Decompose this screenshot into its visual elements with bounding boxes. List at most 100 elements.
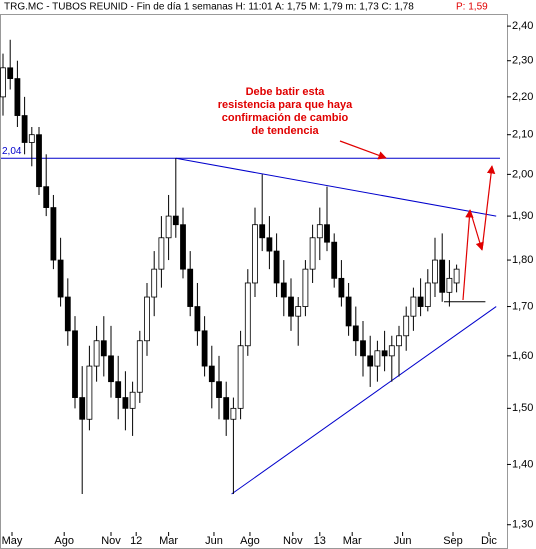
candle-body — [93, 340, 100, 367]
y-tick-label: 2,40 — [512, 20, 533, 32]
level-label: 2,04 — [2, 146, 22, 157]
x-tick-label: Nov — [283, 535, 303, 547]
candle-body — [374, 350, 381, 367]
candle-body — [72, 330, 78, 398]
x-tick-label: Nov — [101, 535, 121, 547]
candle-body — [266, 237, 273, 252]
candle-body — [144, 296, 150, 342]
candle-body — [309, 237, 316, 270]
y-tick-label: 1,80 — [512, 254, 533, 266]
candle-body — [43, 186, 50, 208]
candle-body — [252, 224, 258, 284]
trendline — [231, 306, 497, 495]
x-tick-label: 13 — [314, 535, 326, 547]
candle-body — [208, 365, 215, 383]
candle-body — [345, 296, 352, 327]
candle-body — [381, 350, 388, 357]
candle-body — [360, 340, 366, 357]
candle-body — [324, 224, 330, 243]
x-tick-label: Mar — [343, 535, 362, 547]
candle-body — [223, 397, 230, 420]
annotation-line: resistencia para que haya — [218, 99, 353, 111]
candle-body — [331, 241, 338, 279]
title-price: P: 1,59 — [456, 2, 488, 13]
candle-body — [288, 296, 294, 317]
candle-body — [338, 277, 345, 298]
x-tick-label: Jun — [205, 535, 223, 547]
annotation-line: confirmación de cambio — [222, 112, 349, 124]
candle-body — [57, 259, 64, 298]
x-tick-label: Mar — [159, 535, 178, 547]
candle-body — [295, 306, 302, 317]
candle-body — [100, 340, 107, 357]
annotation-line: de tendencia — [251, 125, 319, 137]
candle-body — [396, 335, 402, 347]
red-arrows — [339, 140, 496, 301]
candle-body — [403, 315, 410, 337]
candle-body — [446, 277, 453, 293]
candle-body — [136, 340, 143, 393]
x-tick-label: Jun — [394, 535, 412, 547]
candle-body — [259, 224, 266, 239]
candle-body — [36, 134, 42, 188]
annotation-line: Debe batir esta — [246, 86, 326, 98]
candle-body — [453, 268, 460, 284]
y-tick-label: 1,50 — [512, 402, 533, 414]
arrow — [339, 140, 387, 160]
arrow — [481, 165, 496, 251]
candle-body — [129, 391, 136, 409]
y-tick-label: 2,10 — [512, 129, 533, 141]
candle-body — [367, 355, 374, 367]
trendline — [175, 157, 497, 217]
candle-body — [216, 381, 222, 398]
candle-body — [165, 215, 172, 239]
candle-body — [432, 259, 438, 284]
y-tick-label: 1,90 — [512, 210, 533, 222]
x-tick-label: Ago — [54, 535, 74, 547]
candle-body — [79, 397, 86, 420]
candle-body — [410, 296, 417, 317]
candle-body — [388, 345, 395, 357]
candle-body — [201, 330, 208, 367]
candle-body — [302, 268, 309, 307]
candle-body — [108, 355, 114, 383]
y-tick-label: 2,00 — [512, 168, 533, 180]
candle-body — [273, 250, 280, 284]
x-tick-label: Dic — [481, 535, 497, 547]
candle-body — [352, 325, 359, 342]
candle-body — [180, 224, 186, 270]
candle-body — [151, 268, 158, 298]
x-tick-label: May — [2, 535, 23, 547]
arrow — [469, 209, 484, 251]
candle-body — [158, 237, 165, 270]
candle-body — [439, 259, 446, 293]
candle-body — [21, 115, 28, 143]
y-tick-label: 2,30 — [512, 55, 533, 67]
candle-body — [7, 67, 14, 79]
candle-body — [50, 207, 57, 261]
annotation: Debe batir esta resistencia para que hay… — [218, 86, 353, 137]
candle-body — [424, 282, 431, 307]
candle-body — [230, 407, 237, 420]
candle-body — [187, 268, 194, 307]
y-tick-label: 1,30 — [512, 519, 533, 531]
candle-body — [122, 397, 129, 409]
candle-body — [14, 78, 21, 116]
candle-body — [244, 282, 251, 347]
y-tick-label: 1,70 — [512, 300, 533, 312]
candle-body — [28, 134, 35, 143]
x-tick-label: 12 — [130, 535, 142, 547]
candle-body — [316, 224, 323, 239]
y-tick-label: 2,20 — [512, 91, 533, 103]
candle-body — [172, 215, 179, 226]
x-tick-label: Sep — [443, 535, 463, 547]
candle-body — [194, 306, 201, 332]
candle-body — [64, 296, 71, 332]
candle-body — [237, 345, 244, 409]
arrow — [462, 209, 474, 301]
candle-body — [0, 67, 6, 98]
candle-body — [115, 381, 122, 398]
chart-title: TRG.MC - TUBOS REUNID - Fin de día 1 sem… — [4, 2, 414, 13]
